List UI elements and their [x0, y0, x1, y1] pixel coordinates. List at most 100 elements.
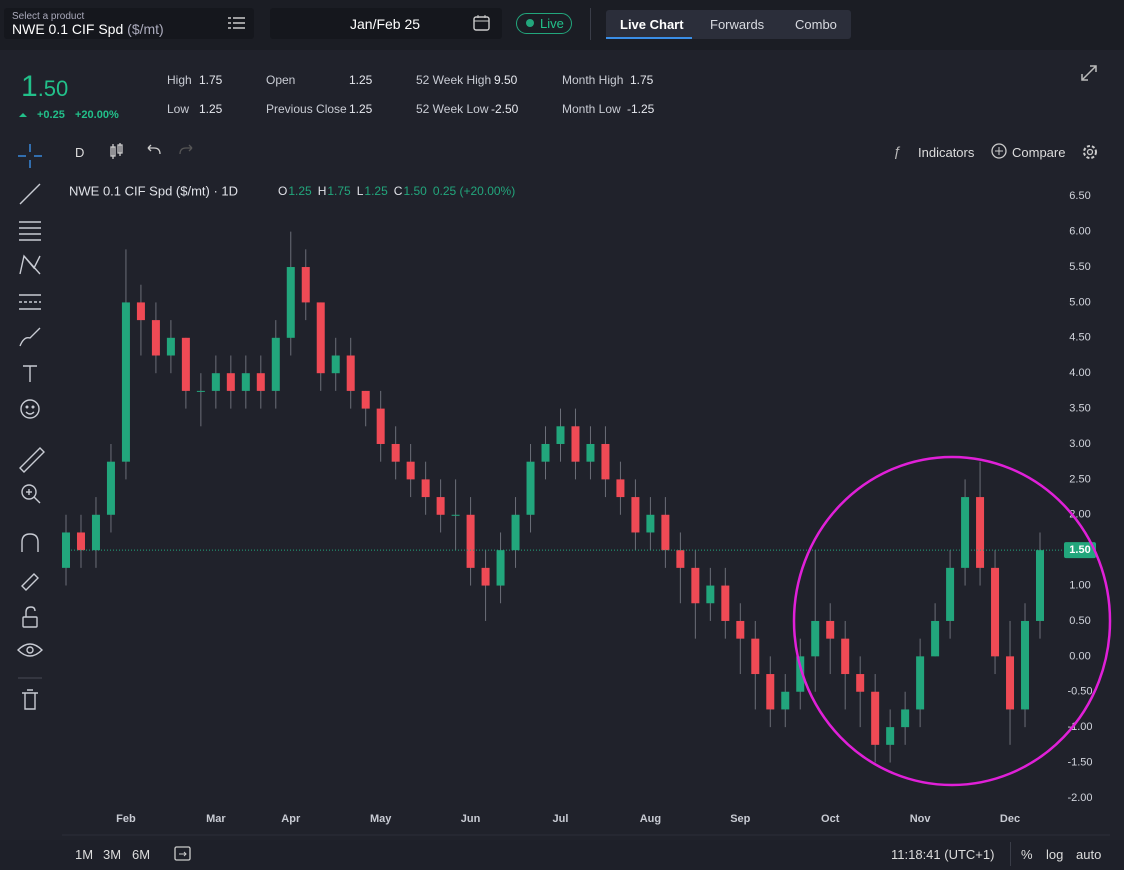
live-dot — [526, 19, 534, 27]
candle-body — [901, 709, 910, 728]
y-tick-label: 0.50 — [1069, 615, 1090, 627]
candle-body — [1006, 656, 1015, 710]
interval[interactable]: D — [75, 145, 85, 160]
last-dec: .50 — [37, 76, 69, 101]
contract-select[interactable] — [270, 8, 502, 39]
candle-body — [496, 550, 505, 586]
legend-key: C — [394, 184, 403, 198]
candle-body — [961, 497, 970, 568]
candle-body — [181, 337, 190, 391]
range[interactable]: 3M — [103, 847, 122, 862]
x-tick-label: Dec — [1000, 813, 1020, 825]
stat-label: Previous Close — [266, 102, 347, 116]
live-badge[interactable] — [516, 13, 572, 34]
y-tick-label: -2.00 — [1067, 792, 1092, 804]
stat-value: 9.50 — [494, 73, 518, 87]
compare[interactable]: Compare — [1012, 145, 1066, 160]
chart-title: NWE 0.1 CIF Spd ($/mt) · 1D — [69, 183, 238, 198]
scale-option[interactable]: auto — [1076, 847, 1102, 862]
candle-body — [721, 585, 730, 621]
x-tick-label: Jun — [461, 813, 481, 825]
candle-body — [631, 497, 640, 533]
product-caption: Select a product — [12, 11, 85, 22]
candle-body — [316, 302, 325, 374]
separator — [1010, 842, 1011, 866]
y-tick-label: 4.00 — [1069, 367, 1090, 379]
candle-body — [406, 461, 415, 480]
candle-body — [976, 497, 985, 568]
tab[interactable]: Combo — [795, 17, 837, 32]
drawing-toolbar — [17, 144, 45, 710]
candle-body — [601, 443, 610, 480]
candle-body — [616, 479, 625, 498]
candle-body — [136, 302, 145, 321]
product-name: NWE 0.1 CIF Spd ($/mt) — [12, 21, 164, 37]
candle-body — [556, 426, 565, 444]
candle-body — [571, 426, 580, 462]
scale-option[interactable]: log — [1046, 847, 1064, 862]
last-price-box — [1064, 542, 1096, 559]
x-tick-label: Nov — [910, 813, 932, 825]
tab-bar — [606, 10, 851, 39]
candle-body — [226, 373, 235, 391]
legend-value: 1.50 — [403, 184, 427, 198]
fx-icon: ƒ — [893, 143, 901, 159]
candle-body — [91, 514, 100, 551]
candle-body — [76, 532, 85, 551]
candle-body — [196, 390, 205, 392]
x-tick-label: Sep — [730, 813, 750, 825]
list-icon[interactable] — [228, 16, 246, 30]
last-int: 1 — [21, 70, 38, 103]
candle-body — [991, 567, 1000, 657]
candle-body — [151, 320, 160, 356]
stat-label: Month Low — [562, 102, 621, 116]
calendar-icon[interactable] — [473, 14, 491, 32]
candle-body — [436, 497, 445, 515]
y-tick-label: 5.00 — [1069, 296, 1090, 308]
y-tick-label: 2.50 — [1069, 473, 1090, 485]
candle-body — [346, 355, 355, 391]
x-tick-label: Apr — [281, 813, 301, 825]
product-select[interactable] — [4, 8, 254, 39]
scale-option[interactable]: % — [1021, 847, 1033, 862]
legend-value: 1.25 — [288, 184, 312, 198]
indicators[interactable]: Indicators — [918, 145, 975, 160]
range[interactable]: 6M — [132, 847, 151, 862]
candle-body — [106, 461, 115, 515]
candle-body — [826, 620, 835, 639]
candle-body — [1021, 620, 1030, 710]
candle-body — [646, 514, 655, 533]
legend-key: H — [318, 184, 327, 198]
candle-body — [781, 691, 790, 710]
candle-body — [796, 656, 805, 692]
y-tick-label: 3.00 — [1069, 438, 1090, 450]
footer — [0, 840, 1124, 870]
stat-value: 1.75 — [630, 73, 654, 87]
candle-body — [121, 302, 130, 462]
y-tick-label: 6.50 — [1069, 190, 1090, 202]
up-arrow — [19, 113, 27, 117]
stat-value: -1.25 — [627, 102, 655, 116]
change-pct: +20.00% — [75, 109, 119, 121]
contract: Jan/Feb 25 — [350, 16, 421, 32]
chart-tools — [110, 143, 193, 159]
x-tick-label: May — [370, 813, 392, 825]
range[interactable]: 1M — [75, 847, 94, 862]
candle-body — [451, 514, 460, 516]
last-price-label: 1.50 — [1069, 544, 1090, 556]
tab[interactable]: Live Chart — [620, 17, 684, 32]
candle-body — [691, 567, 700, 604]
expand-icon[interactable] — [1080, 64, 1098, 82]
candle-body — [301, 267, 310, 303]
compare-icon[interactable] — [991, 143, 1008, 160]
tab[interactable]: Forwards — [710, 17, 765, 32]
date-range-icon[interactable] — [173, 844, 193, 862]
active-tab[interactable] — [606, 10, 692, 39]
candle-body — [256, 373, 265, 391]
y-tick-label: 4.50 — [1069, 332, 1090, 344]
stat-label: 52 Week High — [416, 73, 492, 87]
candle-body — [526, 461, 535, 515]
stat-value: 1.25 — [349, 73, 373, 87]
settings-icon[interactable] — [1081, 143, 1099, 161]
candle-body — [376, 408, 385, 444]
